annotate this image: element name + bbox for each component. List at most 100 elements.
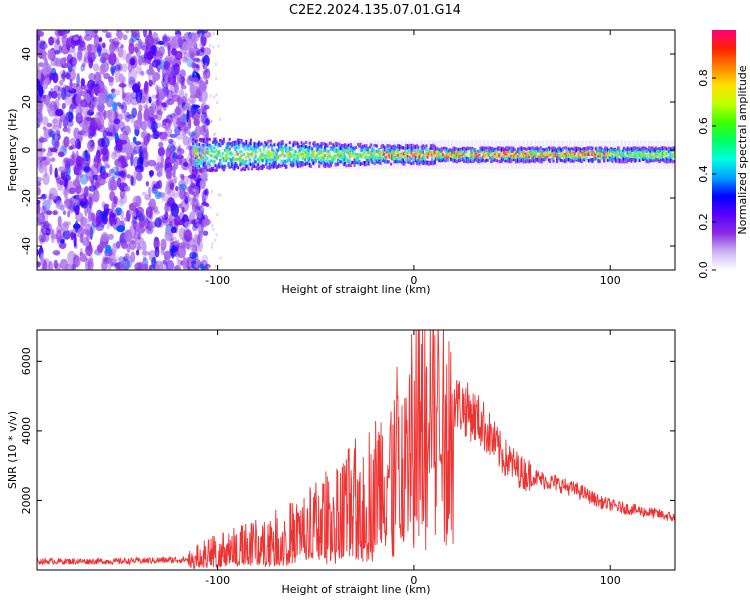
heatmap-cell — [597, 149, 600, 153]
heatmap-cell — [659, 140, 663, 170]
heatmap-cell — [563, 153, 566, 157]
heatmap-cell — [638, 152, 641, 156]
heatmap-cell — [235, 146, 238, 150]
heatmap-cell — [205, 148, 208, 152]
heatmap-cell — [527, 155, 530, 159]
heatmap-cell — [336, 148, 340, 152]
heatmap-cell — [377, 158, 380, 162]
heatmap-cell — [210, 168, 214, 172]
heatmap-cell — [617, 159, 620, 163]
heatmap-cell — [38, 234, 47, 243]
heatmap-cell — [258, 166, 261, 170]
heatmap-cell — [452, 151, 455, 155]
heatmap-cell — [633, 155, 636, 159]
heatmap-cell — [341, 160, 344, 164]
heatmap-cell — [74, 204, 80, 216]
heatmap-cell — [508, 160, 512, 164]
heatmap-cell — [81, 106, 90, 116]
heatmap-cell — [215, 165, 218, 169]
heatmap-cell — [450, 148, 453, 152]
heatmap-cell — [70, 138, 76, 145]
heatmap-cell — [576, 146, 579, 150]
heatmap-cell — [230, 161, 234, 165]
heatmap-cell — [347, 143, 350, 147]
heatmap-cell — [658, 150, 661, 154]
heatmap-cell — [281, 163, 284, 167]
heatmap-cell — [352, 146, 355, 150]
heatmap-cell — [347, 163, 350, 167]
heatmap-cell — [48, 71, 53, 82]
heatmap-cell — [63, 158, 70, 164]
heatmap-cell — [619, 159, 622, 163]
heatmap-cell — [204, 63, 207, 67]
heatmap-cell — [475, 158, 479, 162]
heatmap-cell — [299, 154, 302, 158]
heatmap-cell — [194, 72, 197, 76]
heatmap-cell — [195, 219, 198, 223]
heatmap-cell — [666, 160, 669, 164]
heatmap-cell — [236, 142, 240, 146]
heatmap-cell — [339, 155, 342, 159]
heatmap-cell — [441, 155, 444, 159]
heatmap-cell — [380, 154, 383, 158]
heatmap-cell — [329, 147, 333, 151]
heatmap-cell — [385, 160, 388, 164]
heatmap-cell — [285, 149, 288, 153]
heatmap-cell — [253, 164, 256, 168]
heatmap-cell — [626, 151, 629, 155]
heatmap-cell — [638, 159, 641, 163]
heatmap-cell — [324, 148, 327, 152]
heatmap-cell — [603, 153, 606, 157]
heatmap-cell — [220, 163, 223, 167]
heatmap-cell — [245, 139, 248, 143]
heatmap-cell — [39, 137, 48, 143]
heatmap-cell — [305, 140, 308, 144]
heatmap-cell — [360, 146, 363, 150]
heatmap-cell — [184, 221, 191, 228]
heatmap-cell — [272, 164, 275, 168]
heatmap-cell — [332, 143, 335, 147]
heatmap-cell — [303, 145, 307, 149]
heatmap-cell — [393, 147, 396, 151]
heatmap-cell — [296, 154, 300, 158]
heatmap-cell — [167, 188, 176, 198]
heatmap-cell — [100, 52, 110, 61]
heatmap-cell — [374, 159, 377, 163]
heatmap-cell — [173, 114, 178, 129]
heatmap-cell — [115, 138, 123, 152]
heatmap-cell — [557, 149, 560, 153]
heatmap-cell — [293, 140, 296, 144]
heatmap-cell — [424, 153, 427, 157]
heatmap-cell — [115, 57, 120, 72]
heatmap-cell — [537, 147, 540, 151]
heatmap-cell — [475, 149, 479, 153]
heatmap-cell — [591, 150, 594, 154]
heatmap-cell — [267, 145, 270, 149]
heatmap-cell — [630, 147, 633, 151]
heatmap-cell — [113, 118, 121, 125]
heatmap-cell — [97, 244, 101, 253]
heatmap-cell — [397, 150, 400, 154]
heatmap-cell — [634, 158, 638, 162]
heatmap-cell — [500, 156, 503, 160]
heatmap-cell — [148, 186, 152, 198]
heatmap-cell — [525, 160, 528, 164]
heatmap-cell — [293, 158, 296, 162]
heatmap-cell — [470, 153, 473, 157]
heatmap-cell — [200, 103, 205, 114]
heatmap-cell — [666, 156, 669, 160]
heatmap-cell — [567, 147, 571, 151]
heatmap-cell — [48, 36, 54, 46]
heatmap-cell — [327, 156, 330, 160]
heatmap-cell — [145, 89, 150, 101]
heatmap-cell — [114, 106, 119, 121]
heatmap-cell — [537, 157, 540, 161]
heatmap-cell — [558, 156, 561, 160]
heatmap-cell — [324, 146, 327, 150]
heatmap-cell — [130, 112, 135, 124]
heatmap-cell — [341, 149, 344, 153]
heatmap-cell — [311, 154, 314, 158]
heatmap-cell — [406, 155, 409, 159]
heatmap-cell — [418, 155, 421, 159]
heatmap-cell — [634, 155, 638, 159]
